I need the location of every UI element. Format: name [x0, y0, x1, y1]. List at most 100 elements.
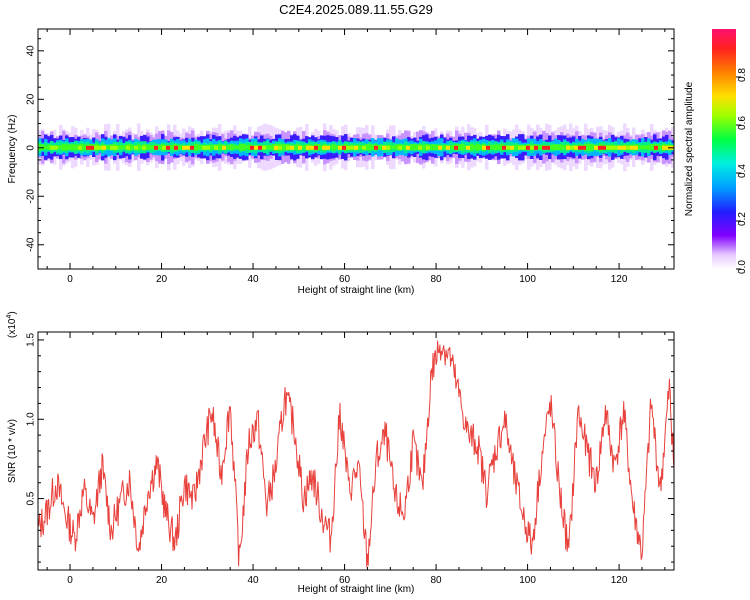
spectrogram-peak-cell [418, 145, 422, 150]
spectrogram-peak-cell [50, 145, 54, 150]
spectrogram-band-cell [470, 143, 474, 151]
spectrogram-band-cell [422, 144, 426, 150]
snr-y-label: SNR (10 * v/v) [7, 419, 18, 483]
spectrogram-band-cell [464, 145, 468, 150]
spectrogram-band-cell [209, 144, 213, 150]
spectrogram-band-cell [152, 145, 156, 150]
snr-y-tick-label: 0.5 [26, 491, 37, 505]
spectrogram-band-cell [389, 144, 393, 150]
spectrogram-peak-cell [162, 145, 166, 150]
spectrogram-band-cell [47, 144, 51, 151]
spectrogram-band-cell [335, 145, 339, 150]
snr-series-line [38, 340, 674, 568]
spectrogram-peak-cell [654, 145, 658, 150]
spectrogram-band-cell [320, 145, 324, 150]
spectrogram-peak-cell [534, 145, 538, 150]
spectrogram-peak-cell [214, 145, 218, 150]
spectrogram-band-cell [194, 143, 198, 151]
spectrogram-peak-cell [522, 145, 526, 150]
spectrogram-heatmap [38, 123, 674, 172]
spectrogram-peak-cell [182, 145, 186, 150]
spectrogram-band-cell [236, 145, 240, 150]
spectrogram-band-cell [239, 143, 243, 151]
spectrogram-band-cell [647, 144, 651, 150]
spectrogram-band-cell [212, 144, 216, 150]
spectrogram-band-cell [638, 145, 642, 150]
spectrogram-peak-cell [54, 145, 58, 150]
spectrogram-band-cell [395, 144, 399, 151]
spectrogram-band-cell [71, 144, 75, 151]
spectrogram-band-cell [659, 145, 663, 150]
spectrogram-band-cell [641, 145, 645, 150]
spectrogram-peak-cell [630, 145, 634, 150]
spectrogram-band-cell [461, 144, 465, 151]
spectrogram-peak-cell [298, 145, 302, 150]
spectrogram-peak-cell [530, 145, 534, 150]
spectrogram-peak-cell [142, 145, 146, 150]
spectrogram-band-cell [368, 144, 372, 151]
colorbar-tick-label: 0.8 [737, 68, 748, 82]
spectrogram-band-cell [179, 144, 183, 150]
spectrogram-x-tick-label: 80 [431, 274, 443, 285]
spectrogram-peak-cell [598, 145, 602, 150]
snr-x-label: Height of straight line (km) [298, 584, 415, 595]
spectrogram-peak-cell [250, 145, 254, 150]
spectrogram-band-cell [296, 144, 300, 151]
spectrogram-band-cell [410, 144, 414, 151]
snr-x-tick-label: 60 [339, 575, 351, 586]
colorbar-ticks: 0.0 0.2 0.4 0.6 0.8 [736, 68, 748, 274]
spectrogram-band-cell [329, 145, 333, 150]
spectrogram-band-cell [443, 144, 447, 150]
spectrogram-peak-cell [606, 145, 610, 150]
spectrogram-peak-cell [526, 145, 530, 150]
spectrogram-band-cell [560, 144, 564, 151]
colorbar-tick-label: 0.0 [737, 260, 748, 274]
spectrogram-peak-cell [574, 145, 578, 150]
spectrogram-peak-cell [186, 145, 190, 150]
spectrogram-peak-cell [510, 145, 514, 150]
spectrogram-peak-cell [114, 145, 118, 150]
spectrogram-band-cell [491, 144, 495, 150]
spectrogram-band-cell [332, 144, 336, 151]
spectrogram-band-cell [200, 144, 204, 150]
spectrogram-peak-cell [446, 145, 450, 150]
spectrogram-band-cell [644, 145, 648, 150]
snr-x-tick-label: 20 [156, 575, 168, 586]
spectrogram-band-cell [59, 145, 63, 150]
spectrogram-peak-cell [202, 145, 206, 150]
spectrogram-band-cell [74, 144, 78, 151]
spectrogram-band-cell [170, 145, 174, 150]
spectrogram-peak-cell [482, 145, 486, 150]
spectrogram-panel: 0 20 40 60 80 100 120 -40 -20 0 20 40 Height of st… [7, 28, 675, 296]
spectrogram-peak-cell [602, 145, 606, 150]
colorbar-gradient [712, 29, 736, 269]
spectrogram-band-cell [404, 145, 408, 150]
spectrogram-peak-cell [466, 145, 470, 150]
spectrogram-x-tick-label: 100 [519, 274, 536, 285]
spectrogram-y-label: Frequency (Hz) [7, 115, 18, 184]
spectrogram-band-cell [146, 144, 150, 151]
spectrogram-peak-cell [374, 145, 378, 150]
spectrogram-band-cell [497, 144, 501, 150]
spectrogram-peak-cell [342, 145, 346, 150]
spectrogram-peak-cell [566, 145, 570, 150]
spectrogram-peak-cell [618, 145, 622, 150]
spectrogram-band-cell [272, 143, 276, 151]
spectrogram-band-cell [494, 144, 498, 151]
spectrogram-band-cell [233, 145, 237, 150]
spectrogram-peak-cell [174, 145, 178, 150]
spectrogram-band-cell [158, 144, 162, 150]
spectrogram-peak-cell [486, 145, 490, 150]
spectrogram-peak-cell [314, 145, 318, 150]
spectrogram-band-cell [479, 144, 483, 150]
spectrogram-x-tick-label: 0 [67, 274, 73, 285]
spectrogram-band-cell [359, 145, 363, 150]
spectrogram-band-cell [380, 144, 384, 150]
spectrogram-peak-cell [454, 145, 458, 150]
spectrogram-peak-cell [274, 145, 278, 150]
spectrogram-band-cell [131, 144, 135, 150]
spectrogram-band-cell [473, 144, 477, 150]
spectrogram-peak-cell [582, 145, 586, 150]
spectrogram-band-cell [281, 144, 285, 151]
snr-y-tick-label: 1.5 [26, 333, 37, 347]
